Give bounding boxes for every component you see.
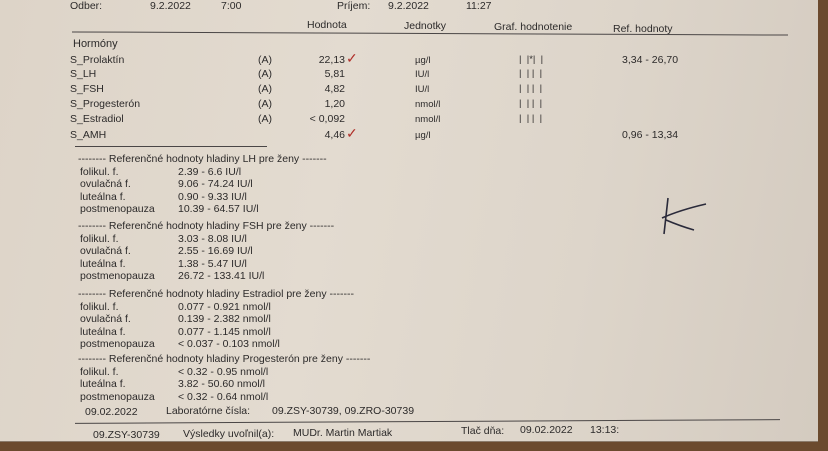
print-date: 09.02.2022 [520,424,573,436]
lab-report-paper: Odber: 9.2.2022 7:00 Príjem: 9.2.2022 11… [0,0,818,442]
result-graph: | | | | [519,68,543,79]
header-unit: Jednotky [404,20,447,32]
reference-range: 9.06 - 74.24 IU/l [178,178,253,191]
result-graph: | |*| | [519,54,544,65]
reference-phase: luteálna f. [80,190,126,203]
reference-phase: postmenopauza [80,202,155,215]
result-flag: (A) [258,83,272,95]
footer-id: 09.ZSY-30739 [93,429,160,441]
result-graph: | | | | [519,98,543,109]
reference-phase: folikul. f. [80,233,119,245]
reference-phase: folikul. f. [80,166,119,178]
result-name: S_FSH [70,83,104,95]
reference-range: < 0.037 - 0.103 nmol/l [178,337,280,350]
reference-section-title: -------- Referenčné hodnoty hladiny Prog… [78,353,371,365]
result-unit: µg/l [415,55,431,66]
result-value: 5,81 [324,68,345,80]
result-unit: IU/l [415,84,430,95]
reference-range: 0.077 - 1.145 nmol/l [178,325,271,338]
result-value: 1,20 [324,98,345,110]
print-label: Tlač dňa: [461,425,505,437]
reference-phase: luteálna f. [80,378,126,391]
reference-phase: luteálna f. [80,325,126,338]
reference-phase: postmenopauza [80,269,155,282]
handwritten-signature-icon [661,197,707,235]
reference-section-title: -------- Referenčné hodnoty hladiny FSH … [78,220,335,232]
result-ref: 3,34 - 26,70 [622,54,679,66]
reference-range: 0.139 - 2.382 nmol/l [178,313,271,326]
result-name: S_Prolaktín [70,54,125,66]
result-value: 4,46 [324,129,345,141]
footer-date: 09.02.2022 [85,406,138,418]
reference-phase: folikul. f. [80,301,119,313]
result-name: S_AMH [70,129,107,141]
result-unit: µg/l [415,130,431,141]
header-graph: Graf. hodnotenie [494,21,573,33]
reference-phase: luteálna f. [80,257,126,270]
result-value: 22,13 [318,54,345,66]
odber-time: 7:00 [221,0,242,12]
lab-numbers: 09.ZSY-30739, 09.ZRO-30739 [272,405,415,417]
reference-phase: ovulačná f. [80,178,131,191]
header-divider [72,31,788,36]
print-time: 13:13: [590,424,620,436]
reference-range: 3.03 - 8.08 IU/l [178,233,247,245]
reference-range: 0.90 - 9.33 IU/l [178,190,247,203]
check-mark-icon: ✓ [346,125,358,141]
result-name: S_LH [70,68,97,80]
result-value: 4,82 [324,83,345,95]
prijem-label: Príjem: [337,0,371,12]
result-flag: (A) [258,98,272,110]
footer-divider [75,419,780,424]
reference-phase: postmenopauza [80,337,155,350]
header-ref: Ref. hodnoty [613,23,673,35]
check-mark-icon: ✓ [346,50,358,66]
result-name: S_Estradiol [70,113,124,125]
group-title: Hormóny [73,38,118,50]
reference-phase: ovulačná f. [80,313,131,326]
odber-label: Odber: [70,0,103,12]
reference-phase: ovulačná f. [80,245,131,258]
prijem-time: 11:27 [466,0,492,12]
result-unit: nmol/l [415,99,441,110]
reference-range: 3.82 - 50.60 nmol/l [178,378,265,391]
result-flag: (A) [258,54,272,66]
result-name: S_Progesterón [70,98,141,110]
reference-range: < 0.32 - 0.64 nmol/l [178,390,269,403]
result-flag: (A) [258,68,272,80]
released-label: Výsledky uvoľnil(a): [183,428,275,440]
reference-section-title: -------- Referenčné hodnoty hladiny Estr… [78,288,354,300]
reference-range: 0.077 - 0.921 nmol/l [178,301,271,313]
result-value: < 0,092 [309,113,345,125]
result-ref: 0,96 - 13,34 [622,129,679,141]
reference-range: 2.39 - 6.6 IU/l [178,166,242,178]
result-unit: IU/l [415,69,430,80]
lab-numbers-label: Laboratórne čísla: [166,405,251,417]
reference-phase: folikul. f. [80,366,119,378]
reference-section-title: -------- Referenčné hodnoty hladiny LH p… [78,153,327,165]
result-flag: (A) [258,113,272,125]
reference-range: < 0.32 - 0.95 nmol/l [178,366,269,378]
doctor-name: MUDr. Martin Martiak [293,427,393,439]
results-divider [75,146,267,147]
reference-range: 1.38 - 5.47 IU/l [178,257,247,270]
reference-range: 26.72 - 133.41 IU/l [178,269,265,282]
reference-phase: postmenopauza [80,390,155,403]
odber-date: 9.2.2022 [150,0,191,12]
reference-range: 2.55 - 16.69 IU/l [178,245,253,258]
result-graph: | | | | [519,83,543,94]
result-unit: nmol/l [415,114,441,125]
reference-range: 10.39 - 64.57 IU/l [178,202,259,215]
prijem-date: 9.2.2022 [388,0,429,12]
header-value: Hodnota [307,19,347,31]
result-graph: | | | | [519,113,543,124]
